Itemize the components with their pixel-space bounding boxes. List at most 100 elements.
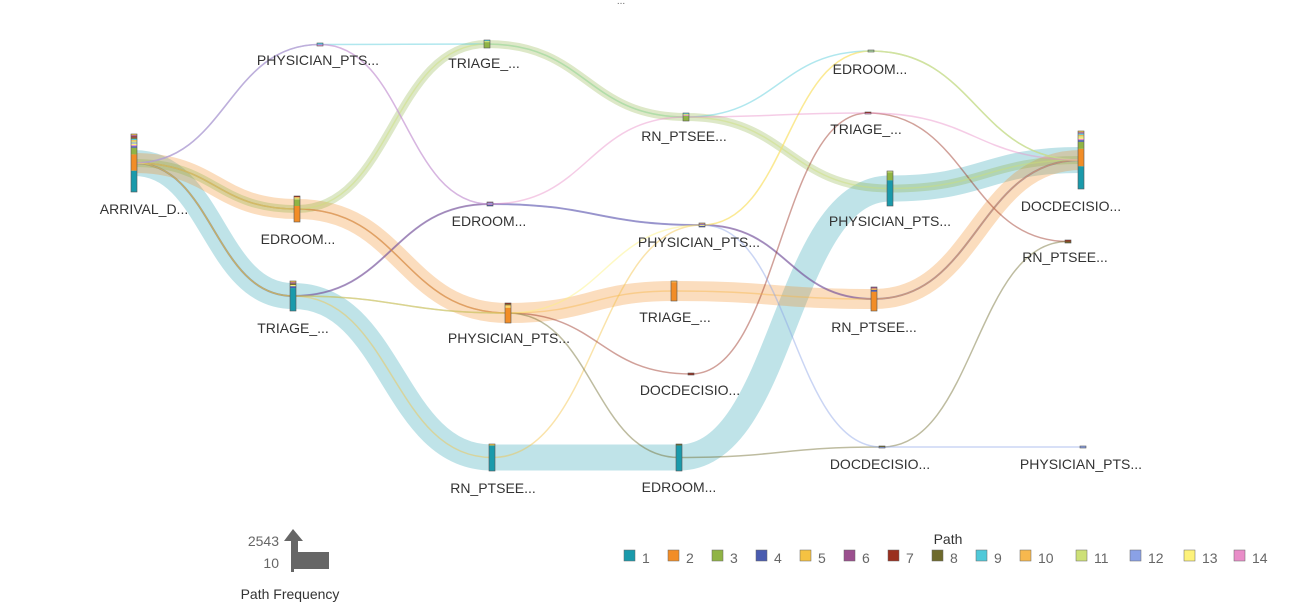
- path-1-link: [889, 147, 1082, 202]
- legend-item-4[interactable]: 4: [755, 549, 782, 566]
- node-segment: [131, 134, 137, 136]
- nodes-layer: [130, 39, 1087, 472]
- path-7-link: [133, 162, 298, 210]
- path-13-link: [507, 224, 703, 314]
- labels-layer: ARRIVAL_D... PHYSICIAN_PTS... EDROOM... TRI…: [100, 52, 1142, 496]
- node-s4_triage[interactable]: [864, 111, 872, 115]
- node-label: RN_PTSEE...: [641, 128, 727, 144]
- node-segment: [131, 146, 137, 148]
- node-frame: [488, 443, 496, 472]
- path-2-link: [296, 199, 509, 323]
- node-s4_physician[interactable]: [886, 170, 894, 207]
- node-frame: [670, 280, 678, 302]
- node-segment: [1078, 141, 1084, 149]
- node-label: EDROOM...: [642, 479, 717, 495]
- node-s3_docdecision[interactable]: [687, 372, 695, 376]
- node-segment: [131, 142, 137, 144]
- node-segment: [290, 284, 296, 287]
- frequency-legend: 2543 10 Path Frequency: [241, 529, 339, 602]
- node-segment: [294, 196, 300, 198]
- legend-item-3[interactable]: 3: [711, 549, 738, 566]
- node-segment: [131, 141, 137, 143]
- node-s2_rnptsee[interactable]: [488, 443, 496, 472]
- path-1-link: [132, 150, 295, 309]
- node-s4_edroom[interactable]: [867, 49, 875, 53]
- path-2-link: [673, 281, 875, 309]
- node-s1_triage[interactable]: [289, 280, 297, 312]
- node-s1_edroom[interactable]: [293, 195, 301, 223]
- legend-item-12[interactable]: 12: [1129, 549, 1164, 566]
- legend-swatch: [975, 549, 988, 562]
- node-label: PHYSICIAN_PTS...: [829, 213, 951, 229]
- node-label: TRIAGE_...: [257, 320, 329, 336]
- path-11-link: [889, 159, 1082, 190]
- legend-swatch: [799, 549, 812, 562]
- node-frame: [483, 39, 491, 49]
- node-label: PHYSICIAN_PTS...: [448, 330, 570, 346]
- node-s4_docdecision[interactable]: [878, 445, 886, 449]
- node-segment: [294, 199, 300, 206]
- node-segment: [489, 445, 495, 471]
- legend-item-5[interactable]: 5: [799, 549, 826, 566]
- path-3-link: [486, 40, 687, 121]
- path-7-link: [507, 312, 692, 375]
- node-s2_edroom[interactable]: [486, 201, 494, 207]
- path-14-link: [133, 43, 321, 164]
- node-label: EDROOM...: [833, 61, 908, 77]
- path-4-link: [133, 162, 294, 297]
- legend-item-8[interactable]: 8: [931, 549, 958, 566]
- node-segment: [505, 306, 511, 308]
- legend-item-2[interactable]: 2: [667, 549, 694, 566]
- node-s3_physician[interactable]: [698, 222, 706, 228]
- path-5-link: [292, 295, 493, 459]
- node-arrival[interactable]: [130, 133, 138, 193]
- legend-item-7[interactable]: 7: [887, 549, 914, 566]
- legend-item-1[interactable]: 1: [623, 549, 650, 566]
- path-9-link: [870, 50, 1082, 161]
- node-s3_edroom[interactable]: [675, 443, 683, 472]
- path-8-link: [507, 312, 680, 459]
- legend-label: 8: [950, 550, 958, 566]
- path-8-link: [678, 446, 883, 459]
- node-segment: [487, 204, 493, 206]
- path-12-link: [133, 43, 321, 164]
- node-segment: [699, 225, 705, 227]
- node-s5_physician[interactable]: [1079, 445, 1087, 449]
- node-segment: [871, 289, 877, 292]
- node-s1_physician[interactable]: [316, 42, 324, 47]
- node-s2_physician[interactable]: [504, 302, 512, 324]
- node-segment: [887, 172, 893, 181]
- frequency-scale-glyph: [284, 529, 329, 572]
- node-s2_triage[interactable]: [483, 39, 491, 49]
- node-segment: [699, 226, 705, 227]
- node-frame: [1079, 445, 1087, 449]
- legend-item-9[interactable]: 9: [975, 549, 1002, 566]
- path-10-link: [873, 159, 1082, 300]
- node-frame: [864, 111, 872, 115]
- legend-item-6[interactable]: 6: [843, 549, 870, 566]
- node-s5_docdecision[interactable]: [1077, 130, 1085, 190]
- node-segment: [1078, 166, 1084, 189]
- node-s4_rnptsee[interactable]: [870, 286, 878, 312]
- path-1-link: [292, 283, 493, 471]
- node-segment: [290, 288, 296, 311]
- node-segment: [131, 154, 137, 171]
- node-s3_rnptsee[interactable]: [682, 112, 690, 122]
- node-segment: [505, 307, 511, 323]
- legend-item-13[interactable]: 13: [1183, 549, 1218, 566]
- node-s3_triage[interactable]: [670, 280, 678, 302]
- legend-swatch: [667, 549, 680, 562]
- node-frame: [1077, 130, 1085, 190]
- path-5-link: [870, 50, 1082, 161]
- legend-label: 3: [730, 550, 738, 566]
- node-segment: [676, 444, 682, 446]
- node-label: EDROOM...: [452, 213, 527, 229]
- node-frame: [698, 222, 706, 228]
- legend-item-14[interactable]: 14: [1233, 549, 1268, 566]
- node-segment: [871, 288, 877, 290]
- legend-item-10[interactable]: 10: [1019, 549, 1054, 566]
- path-3-link: [133, 159, 298, 213]
- legend-item-11[interactable]: 11: [1075, 549, 1109, 566]
- path-10-link: [133, 162, 298, 210]
- node-s5_rnptsee[interactable]: [1064, 239, 1072, 244]
